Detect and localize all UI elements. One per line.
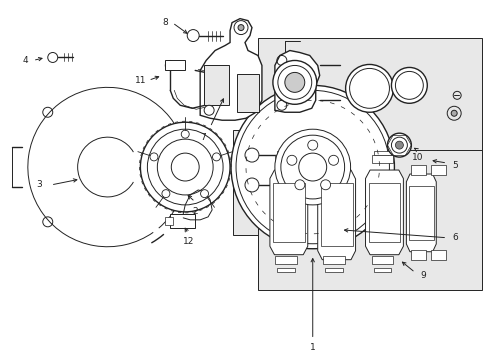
Circle shape [244,178,259,192]
Circle shape [230,85,394,249]
Bar [410,165,426,175]
Circle shape [272,60,316,104]
Circle shape [285,72,304,92]
Polygon shape [406,174,435,252]
Bar [170,214,195,228]
Circle shape [150,153,158,161]
Bar [237,75,259,112]
Circle shape [280,135,344,199]
Text: 4: 4 [23,56,29,65]
Bar [203,66,228,105]
Circle shape [307,140,317,150]
Circle shape [48,53,58,62]
Bar [165,60,185,71]
Text: 9: 9 [420,271,426,280]
Circle shape [147,129,223,205]
Polygon shape [274,50,319,112]
Circle shape [395,71,423,99]
Bar [373,151,390,155]
Circle shape [450,110,456,116]
Circle shape [277,66,311,99]
Bar [276,151,294,155]
Circle shape [171,153,199,181]
Text: 7: 7 [200,133,205,142]
Text: 8: 8 [162,18,168,27]
Circle shape [157,139,213,195]
Circle shape [345,64,393,112]
Circle shape [236,90,388,244]
Text: 11: 11 [134,76,146,85]
Bar [258,150,481,289]
Circle shape [298,153,326,181]
Bar [274,155,296,163]
Bar [368,183,400,242]
Text: 6: 6 [451,233,457,242]
Circle shape [162,190,169,198]
Bar [276,268,294,272]
Text: 12: 12 [182,237,194,246]
Circle shape [181,130,189,138]
Circle shape [140,122,229,212]
Bar [371,256,393,264]
Circle shape [386,133,410,157]
Bar [430,165,446,175]
Circle shape [234,21,247,35]
Bar [165,217,173,225]
Circle shape [320,180,330,190]
Circle shape [395,141,403,149]
Bar [410,250,426,260]
Polygon shape [269,170,307,255]
Text: 1: 1 [309,343,315,352]
Bar [430,250,446,260]
Circle shape [212,153,220,161]
Circle shape [200,190,208,198]
Circle shape [294,180,304,190]
Bar [408,186,433,240]
Bar [320,184,352,246]
Circle shape [390,67,427,103]
Text: 10: 10 [411,153,422,162]
Circle shape [203,105,214,115]
Bar [272,183,304,242]
Bar [373,268,390,272]
Circle shape [349,68,388,108]
Text: 3: 3 [36,180,41,189]
Circle shape [244,148,259,162]
Polygon shape [365,170,403,255]
Polygon shape [317,170,355,260]
Bar [371,155,393,163]
Bar [324,268,342,272]
Bar [274,256,296,264]
Text: 2: 2 [192,207,198,216]
Circle shape [390,137,407,153]
Bar [258,37,481,152]
Circle shape [328,155,338,165]
Bar [322,155,344,163]
Bar [233,130,340,235]
Polygon shape [200,19,262,120]
Bar [322,256,344,264]
Text: 5: 5 [451,161,457,170]
Bar [324,151,342,155]
Circle shape [286,155,296,165]
Circle shape [274,129,350,205]
Circle shape [187,30,199,41]
Circle shape [238,24,244,31]
Circle shape [165,60,175,71]
